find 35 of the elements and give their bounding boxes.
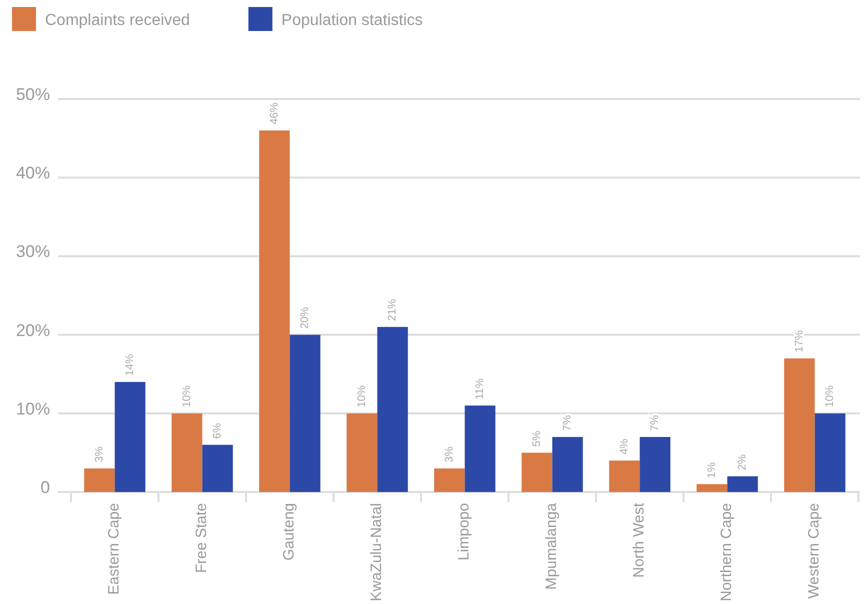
y-tick-label: 50% xyxy=(16,85,50,104)
data-label: 7% xyxy=(561,414,574,431)
x-tick-label: Eastern Cape xyxy=(106,503,123,595)
data-label: 10% xyxy=(356,385,368,408)
legend-label: Population statistics xyxy=(281,12,423,29)
y-tick-label: 10% xyxy=(16,399,50,418)
legend-label: Complaints received xyxy=(45,12,190,29)
x-tick-label: Mpumalanga xyxy=(543,502,560,590)
x-tick-label: Limpopo xyxy=(456,503,473,561)
data-label: 10% xyxy=(824,385,836,408)
y-tick-label: 30% xyxy=(16,242,50,262)
data-label: 2% xyxy=(736,454,748,470)
data-label: 7% xyxy=(648,414,661,431)
data-label: 17% xyxy=(793,330,806,352)
y-tick-label: 20% xyxy=(16,320,50,340)
data-label: 14% xyxy=(124,354,136,376)
data-label: 3% xyxy=(93,446,106,462)
x-tick-label: Free State xyxy=(193,503,210,574)
data-label: 20% xyxy=(298,306,311,329)
data-label: 21% xyxy=(386,298,398,321)
x-tick-label: Gauteng xyxy=(280,503,298,561)
data-label: 1% xyxy=(706,462,718,478)
data-label: 46% xyxy=(268,102,280,124)
y-tick-label: 40% xyxy=(16,164,50,183)
data-label: 4% xyxy=(618,438,630,455)
x-tick-label: KwaZulu-Natal xyxy=(368,503,386,602)
x-tick-label: North West xyxy=(630,502,648,578)
x-tick-label: Northern Cape xyxy=(718,503,736,602)
data-label: 11% xyxy=(474,378,486,400)
y-tick-label: 0 xyxy=(40,478,50,497)
x-tick-label: Western Cape xyxy=(806,503,823,599)
data-label: 5% xyxy=(530,430,543,447)
data-label: 3% xyxy=(443,446,456,462)
data-label: 10% xyxy=(180,385,193,408)
data-label: 6% xyxy=(211,422,224,439)
